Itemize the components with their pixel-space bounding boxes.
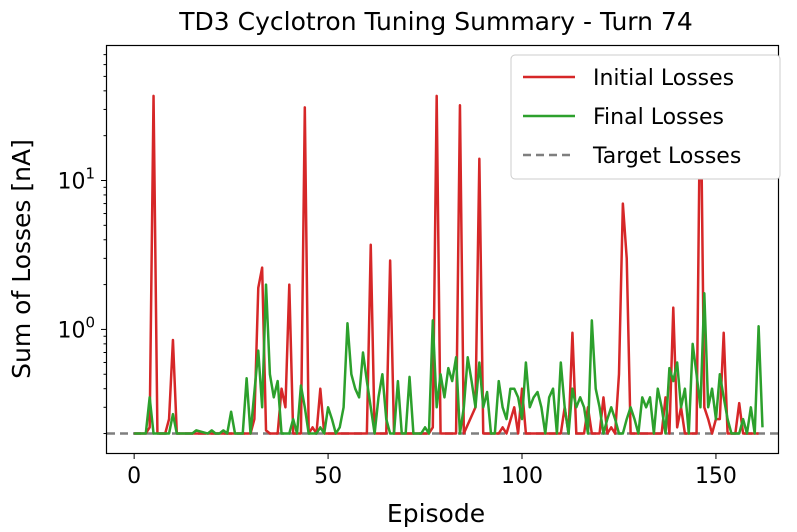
legend-label-target-losses: Target Losses: [592, 144, 741, 169]
y-tick-label: 101: [57, 164, 95, 194]
series-line-final-losses: [134, 283, 764, 435]
x-tick-label: 150: [695, 464, 737, 489]
x-axis-label: Episode: [387, 499, 485, 528]
series-layer: [107, 63, 778, 435]
x-tick-label: 100: [501, 464, 543, 489]
x-axis-ticks: 0 50 100 150: [127, 453, 737, 489]
y-axis-label: Sum of Losses [nA]: [7, 139, 36, 379]
legend-box: [510, 54, 781, 180]
x-tick-label: 0: [127, 464, 141, 489]
chart-title: TD3 Cyclotron Tuning Summary - Turn 74: [178, 7, 693, 36]
y-axis-ticks: 100 101: [57, 54, 107, 435]
legend: Initial Losses Final Losses Target Losse…: [510, 54, 781, 180]
plot-frame: [105, 44, 780, 455]
y-tick-label: 100: [57, 313, 95, 343]
x-tick-label: 50: [314, 464, 342, 489]
legend-label-final-losses: Final Losses: [593, 105, 724, 130]
legend-label-initial-losses: Initial Losses: [593, 66, 734, 91]
